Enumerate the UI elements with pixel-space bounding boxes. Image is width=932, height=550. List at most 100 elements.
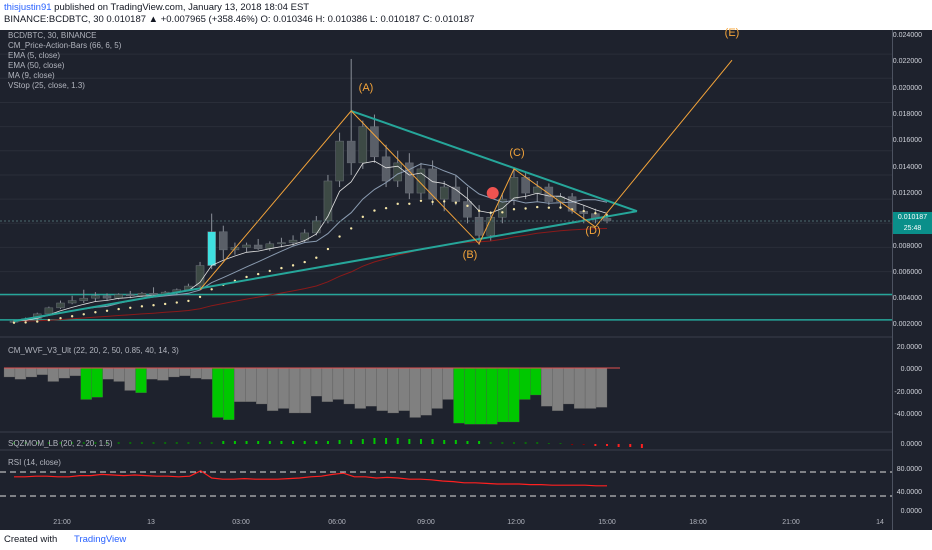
vstop-dot xyxy=(175,301,178,304)
vstop-dot xyxy=(47,318,51,322)
elliott-wave-line xyxy=(199,59,733,291)
candle-body xyxy=(381,156,391,182)
wvf-bar xyxy=(508,367,520,423)
candle-body xyxy=(509,177,519,200)
sqz-bar xyxy=(257,441,260,444)
wvf-bar xyxy=(387,367,399,414)
vstop-dot xyxy=(280,266,283,270)
vstop-dot xyxy=(82,313,85,316)
time-tick: 14 xyxy=(876,519,884,526)
sqz-bar xyxy=(582,444,585,445)
vstop-dot xyxy=(419,199,423,202)
sqz-bar xyxy=(117,442,120,444)
vstop-dot xyxy=(501,211,504,214)
wvf-tick: -20.0000 xyxy=(894,389,922,396)
sqz-bar xyxy=(524,442,527,444)
vstop-dot xyxy=(361,215,365,219)
wvf-bar xyxy=(135,367,147,393)
wvf-bar xyxy=(69,367,81,377)
wvf-bar xyxy=(431,367,443,409)
wvf-bar xyxy=(288,367,301,414)
candle-body xyxy=(79,297,89,301)
price-tick: 0.002000 xyxy=(892,321,922,328)
candle-body xyxy=(393,162,402,182)
chart-header: thisjustin91 published on TradingView.co… xyxy=(0,0,932,30)
tradingview-brand[interactable]: TradingView xyxy=(74,534,127,545)
sqz-bar xyxy=(512,442,515,444)
sqz-bar xyxy=(606,444,608,446)
sqz-bar xyxy=(385,438,388,444)
wvf-bar xyxy=(398,367,410,411)
sqz-bar xyxy=(268,441,271,444)
legend-indicator: MA (9, close) xyxy=(8,71,55,80)
last-price-tag: 0.010187 xyxy=(893,212,932,223)
price-tick: 0.014000 xyxy=(892,164,922,171)
wvf-bar xyxy=(497,367,509,423)
vstop-dot xyxy=(59,316,62,320)
wvf-bar xyxy=(486,367,498,425)
legend-indicator: EMA (5, close) xyxy=(8,51,61,60)
chart-area[interactable]: BCD/BTC, 30, BINANCE CM_Price-Action-Bar… xyxy=(0,27,932,530)
sqz-bar xyxy=(396,438,399,444)
vstop-dot xyxy=(105,309,109,312)
wvf-bar xyxy=(245,367,257,402)
sqz-bar xyxy=(501,442,504,444)
sqz-bar xyxy=(478,441,481,444)
sqz-bar xyxy=(222,441,225,444)
candle-body xyxy=(416,168,426,194)
time-tick: 12:00 xyxy=(507,519,525,526)
rsi-tick: 40.0000 xyxy=(896,489,922,496)
candle-body xyxy=(451,186,461,202)
time-tick: 13 xyxy=(147,519,155,526)
vstop-dot xyxy=(70,315,74,318)
sqz-bar xyxy=(152,442,155,444)
wvf-bar xyxy=(442,367,454,400)
author-link[interactable]: thisjustin91 xyxy=(4,2,52,13)
wvf-bar xyxy=(420,367,432,416)
vstop-dot xyxy=(396,202,399,206)
wave-label-b: (B) xyxy=(462,249,478,261)
candle-body xyxy=(602,218,612,222)
sqz-bar xyxy=(292,441,295,444)
wvf-bar xyxy=(36,367,49,375)
sqz-bar xyxy=(71,442,74,444)
marker-dot xyxy=(486,187,499,200)
triangle-lower-line xyxy=(13,210,638,323)
vstop-dot xyxy=(303,260,306,264)
sqz-bar xyxy=(129,442,132,444)
price-axis-separator xyxy=(892,30,893,530)
time-tick: 21:00 xyxy=(53,519,71,526)
candle-body xyxy=(126,294,135,297)
candle-body xyxy=(67,300,77,304)
wvf-bar xyxy=(409,367,421,418)
sqz-bar xyxy=(233,441,236,444)
price-tick: 0.008000 xyxy=(892,243,922,250)
sqz-legend: SQZMOM_LB (20, 2, 20, 1.5) xyxy=(8,439,113,448)
sqz-bar xyxy=(175,442,178,444)
sqz-bar xyxy=(559,443,562,444)
sqz-bar xyxy=(431,439,434,444)
vstop-dot xyxy=(245,275,248,279)
price-tick: 0.020000 xyxy=(892,85,922,92)
vstop-dot xyxy=(24,321,27,324)
wvf-bar xyxy=(256,367,268,405)
candle-body xyxy=(439,186,449,200)
sqz-bar xyxy=(571,444,574,445)
candle-body xyxy=(137,293,147,297)
vstop-dot xyxy=(384,206,388,210)
wvf-tick: 0.0000 xyxy=(900,366,922,373)
wvf-bar xyxy=(310,367,323,397)
candle-body xyxy=(207,231,216,266)
sqz-bar xyxy=(454,440,457,444)
price-tick: 0.004000 xyxy=(892,295,922,302)
ema50-line xyxy=(13,228,608,322)
wvf-bar xyxy=(519,367,531,400)
candle-body xyxy=(346,140,356,164)
sqz-bar xyxy=(245,441,248,444)
wave-label-e: (E) xyxy=(724,27,740,39)
candle-body xyxy=(567,196,577,212)
vstop-dot xyxy=(338,235,341,238)
legend-indicator: VStop (25, close, 1.3) xyxy=(8,81,85,90)
time-tick: 09:00 xyxy=(417,519,435,526)
candle-body xyxy=(370,126,379,158)
